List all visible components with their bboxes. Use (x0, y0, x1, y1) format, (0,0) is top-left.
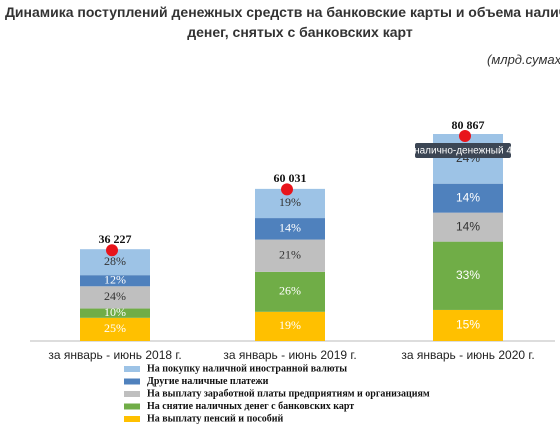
bar-segment (80, 286, 150, 309)
bar-segment (255, 218, 325, 240)
x-tick-label: за январь - июнь 2018 г. (48, 348, 181, 362)
value-label: 14% (456, 190, 480, 204)
legend-label: На выплату пенсий и пособий (147, 413, 284, 424)
tooltip-box (415, 143, 511, 158)
value-label: 19% (279, 195, 301, 209)
value-label: 14% (456, 219, 480, 233)
legend-label: На выплату заработной платы предприятиям… (147, 388, 430, 399)
bar-segment (80, 308, 150, 318)
total-label: 36 227 (99, 232, 132, 246)
bar-segment (255, 311, 325, 341)
bar-segment (80, 317, 150, 341)
bar-segment (433, 309, 503, 341)
legend-swatch (124, 366, 140, 372)
x-tick-label: за январь - июнь 2019 г. (223, 348, 356, 362)
legend-swatch (124, 378, 140, 385)
legend-label: Другие наличные платежи (147, 376, 269, 387)
bar-segment (433, 241, 503, 310)
value-label: 28% (104, 254, 126, 268)
value-label: 26% (279, 284, 301, 298)
value-label: 14% (279, 221, 301, 235)
value-label: 15% (456, 318, 480, 332)
value-label: 21% (279, 247, 301, 261)
value-label: 25% (104, 321, 126, 335)
total-marker (281, 183, 293, 196)
tooltip-text: наличнo-денежный 4 (414, 146, 512, 157)
value-label: 12% (104, 272, 126, 286)
bar-segment (433, 183, 503, 213)
bar-segment (433, 134, 503, 184)
value-label: 33% (456, 268, 480, 282)
bar-segment (255, 239, 325, 272)
total-label: 80 867 (452, 118, 485, 132)
bar-segment (433, 212, 503, 242)
legend-swatch (124, 416, 140, 422)
legend-swatch (124, 403, 140, 410)
legend-label: На снятие наличных денег с банковских ка… (147, 401, 354, 412)
chart-subtitle: (млрд.сумах (487, 52, 560, 67)
legend-label: На покупку наличной иностранной валюты (147, 363, 347, 374)
bar-segment (80, 275, 150, 287)
total-marker (106, 244, 118, 257)
value-label: 19% (279, 318, 301, 332)
value-label: 24% (104, 289, 126, 303)
legend-swatch (124, 391, 140, 397)
x-tick-label: за январь - июнь 2020 г. (401, 348, 534, 362)
total-label: 60 031 (274, 171, 307, 185)
bar-segment (255, 271, 325, 312)
chart-title: Динамика поступлений денежных средств на… (4, 4, 560, 40)
total-marker (459, 130, 471, 142)
